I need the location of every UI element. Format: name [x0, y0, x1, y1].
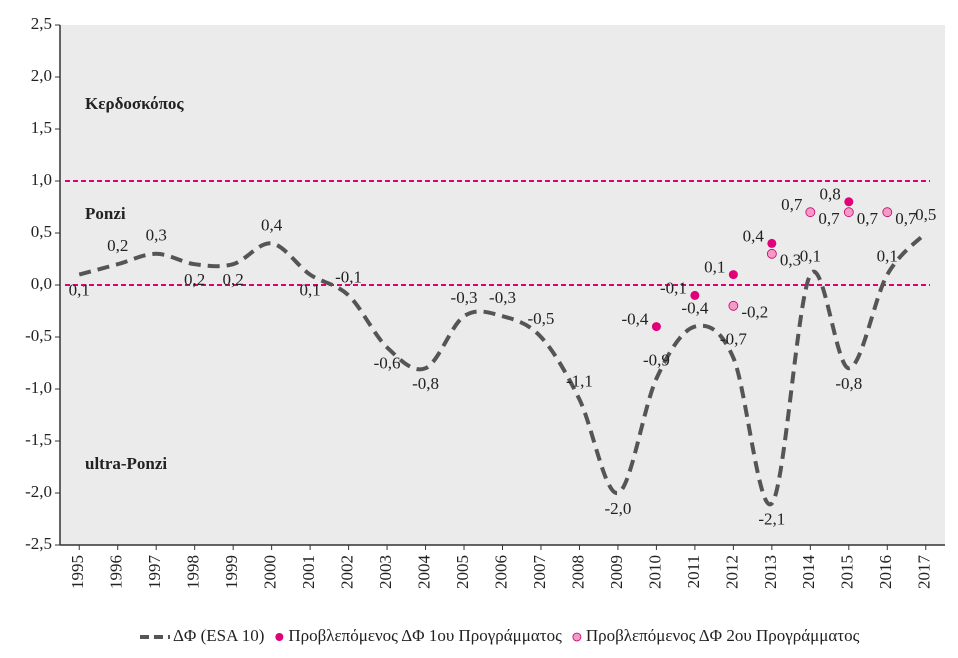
- x-tick-label: 2012: [722, 555, 741, 589]
- data-label: -0,2: [741, 303, 768, 322]
- data-label: -1,1: [566, 371, 593, 390]
- x-tick-label: 1998: [184, 555, 203, 589]
- data-label: 0,3: [146, 226, 167, 245]
- y-tick-label: 0,0: [31, 274, 52, 293]
- y-tick-label: 2,0: [31, 66, 52, 85]
- data-label: -2,0: [604, 499, 631, 518]
- data-label: -0,9: [643, 351, 670, 370]
- data-label: 0,7: [857, 209, 879, 228]
- data-label: 0,2: [107, 236, 128, 255]
- x-tick-label: 2009: [607, 555, 626, 589]
- data-label: 0,4: [261, 215, 283, 234]
- region-label: ultra-Ponzi: [85, 454, 167, 473]
- data-label: 0,7: [895, 209, 917, 228]
- legend-swatch: [275, 633, 284, 641]
- x-tick-label: 2011: [684, 555, 703, 588]
- data-point: [766, 248, 777, 259]
- x-tick-label: 2001: [299, 555, 318, 589]
- data-point: [651, 322, 661, 332]
- data-point: [767, 238, 777, 248]
- legend-swatch: [572, 632, 582, 642]
- data-point: [882, 207, 893, 218]
- x-tick-label: 2014: [799, 555, 818, 590]
- legend-label: Προβλεπόμενος ΔΦ 2ου Προγράμματος: [586, 626, 860, 645]
- data-label: -0,6: [374, 353, 401, 372]
- y-tick-label: 0,5: [31, 222, 52, 241]
- data-label: 0,1: [800, 247, 821, 266]
- data-label: 0,1: [69, 281, 90, 300]
- data-label: 0,7: [818, 209, 840, 228]
- region-label: Ponzi: [85, 204, 126, 223]
- x-tick-label: 2017: [915, 555, 934, 590]
- x-tick-label: 2003: [376, 555, 395, 589]
- x-tick-label: 2008: [568, 555, 587, 589]
- data-label: 0,1: [704, 258, 725, 277]
- data-label: 0,7: [781, 195, 803, 214]
- data-label: 0,8: [820, 185, 841, 204]
- data-point: [843, 207, 854, 218]
- y-tick-label: 1,5: [31, 118, 52, 137]
- data-label: -0,8: [835, 374, 862, 393]
- data-label: -0,4: [621, 310, 648, 329]
- data-label: 0,2: [223, 270, 244, 289]
- y-tick-label: 1,0: [31, 170, 52, 189]
- x-tick-label: 1995: [68, 555, 87, 589]
- y-tick-label: 2,5: [31, 14, 52, 33]
- series-line: [78, 231, 928, 507]
- x-tick-label: 1996: [107, 555, 126, 589]
- x-tick-label: 2002: [337, 555, 356, 589]
- x-tick-label: 2000: [261, 555, 280, 589]
- data-point: [844, 197, 854, 207]
- data-label: 0,3: [780, 251, 801, 270]
- data-label: -0,1: [660, 278, 687, 297]
- data-label: -2,1: [758, 509, 785, 528]
- x-tick-label: 2006: [491, 555, 510, 589]
- data-label: -0,1: [335, 267, 362, 286]
- data-point: [690, 290, 700, 300]
- data-label: 0,1: [877, 247, 898, 266]
- data-point: [728, 300, 739, 311]
- data-point: [728, 270, 738, 280]
- data-label: 0,5: [915, 205, 936, 224]
- region-label: Κερδοσκόπος: [85, 94, 184, 113]
- x-tick-label: 1999: [222, 555, 241, 589]
- x-tick-label: 2010: [645, 555, 664, 589]
- data-label: -0,3: [451, 288, 478, 307]
- data-label: -0,7: [720, 330, 747, 349]
- legend-label: ΔΦ (ESA 10): [173, 626, 264, 645]
- x-tick-label: 2013: [761, 555, 780, 589]
- y-tick-label: -1,0: [25, 378, 52, 397]
- legend-label: Προβλεπόμενος ΔΦ 1ου Προγράμματος: [288, 626, 562, 645]
- data-label: -0,5: [528, 309, 555, 328]
- data-label: 0,4: [743, 226, 765, 245]
- data-label: 0,1: [299, 281, 320, 300]
- y-tick-label: -1,5: [25, 430, 52, 449]
- data-label: -0,8: [412, 374, 439, 393]
- y-tick-label: -0,5: [25, 326, 52, 345]
- y-tick-label: -2,5: [25, 534, 52, 553]
- x-tick-label: 2016: [876, 555, 895, 589]
- x-tick-label: 2005: [453, 555, 472, 589]
- data-point: [805, 207, 816, 218]
- data-label: -0,4: [681, 299, 708, 318]
- data-label: -0,3: [489, 288, 516, 307]
- data-label: 0,2: [184, 270, 205, 289]
- x-tick-label: 2015: [838, 555, 857, 589]
- y-tick-label: -2,0: [25, 482, 52, 501]
- x-tick-label: 2007: [530, 555, 549, 590]
- x-tick-label: 2004: [414, 555, 433, 590]
- x-tick-label: 1997: [145, 555, 164, 590]
